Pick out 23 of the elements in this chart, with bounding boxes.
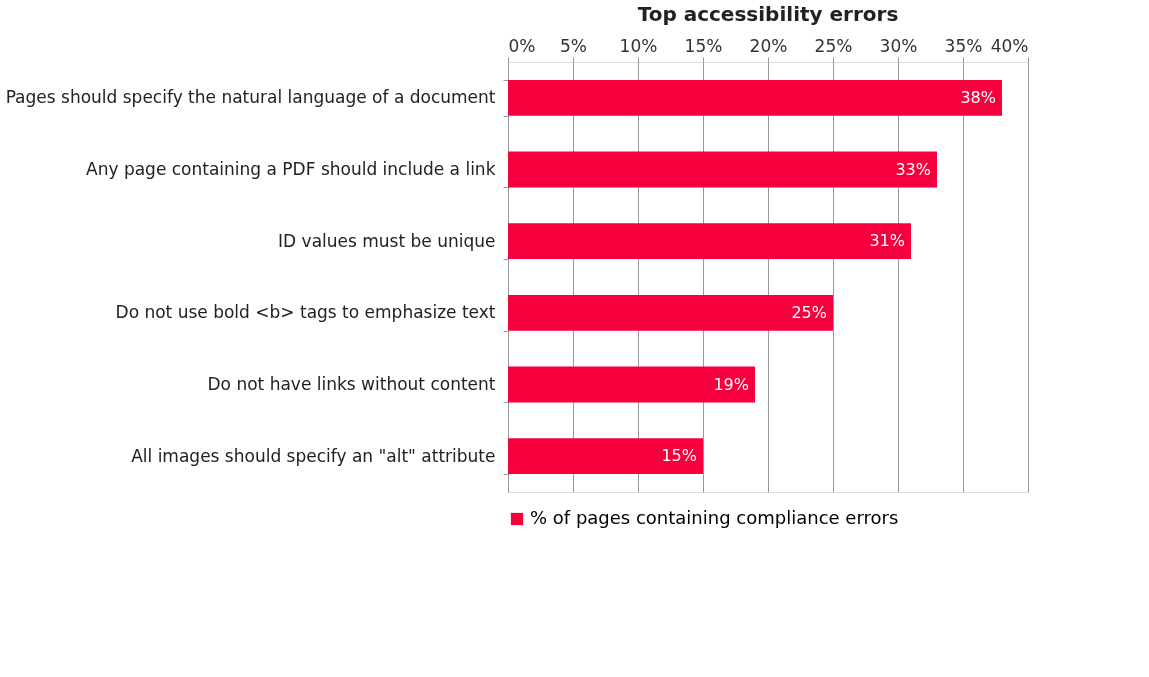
x-tick-label: 35% — [944, 35, 983, 56]
y-tick-label: ID values must be unique — [278, 230, 496, 251]
x-tick-label: 20% — [749, 35, 788, 56]
data-label: 25% — [791, 302, 827, 322]
y-tick-label: Do not use bold <b> tags to emphasize text — [115, 302, 496, 323]
y-tick-label: Do not have links without content — [207, 374, 496, 394]
x-tick-label: 10% — [619, 35, 658, 56]
data-label: 38% — [960, 87, 996, 107]
legend-label: % of pages containing compliance errors — [530, 507, 899, 528]
x-tick-label: 15% — [684, 35, 723, 56]
x-tick-label: 40% — [990, 35, 1029, 56]
data-label: 31% — [869, 231, 905, 251]
x-tick-label: 30% — [879, 35, 918, 56]
x-tick-label: 5% — [560, 35, 587, 56]
y-tick-label: Pages should specify the natural language of a document — [5, 87, 496, 108]
y-tick-label: Any page containing a PDF should include a link — [86, 159, 496, 179]
x-tick-label: 0% — [508, 35, 536, 56]
x-tick-label: 25% — [814, 35, 853, 56]
data-label: 15% — [661, 446, 697, 466]
y-tick-label: All images should specify an "alt" attribute — [131, 445, 496, 466]
data-label: 33% — [895, 159, 931, 179]
data-label: 19% — [713, 374, 749, 394]
chart-title: Top accessibility errors — [637, 2, 899, 26]
